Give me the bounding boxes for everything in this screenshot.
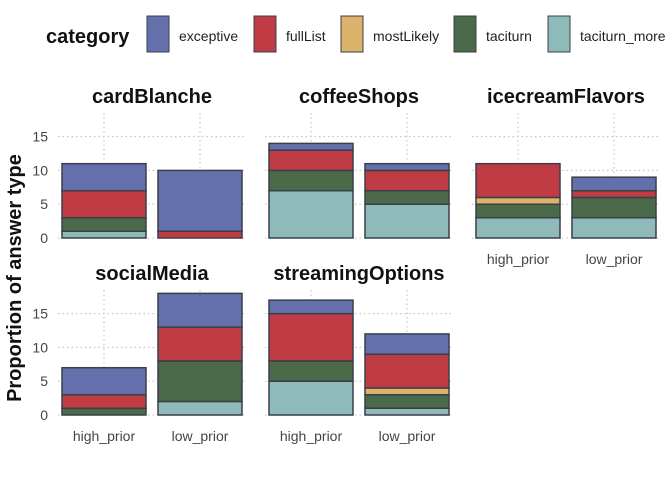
- bar-coffee-shops-high-prior-taciturn: [268, 169, 354, 192]
- bar-coffee-shops-low-prior-exceptive: [364, 162, 450, 172]
- legend-label-full-list: fullList: [286, 28, 326, 44]
- bar-social-media-low-prior-full-list: [157, 326, 243, 362]
- y-axis-title: Proportion of answer type: [4, 154, 26, 402]
- y-tick-label: 15: [32, 306, 48, 322]
- bar-icecream-flavors-high-prior-taciturn-more: [475, 216, 561, 239]
- bar-streaming-options-high-prior-full-list: [268, 312, 354, 362]
- legend-label-exceptive: exceptive: [179, 28, 238, 44]
- facet-panel-social-media: socialMedia 0 5 10 15 high_prior low_prior: [32, 263, 246, 444]
- x-tick-label: high_prior: [280, 428, 343, 444]
- bar-icecream-flavors-low-prior-taciturn: [571, 196, 657, 219]
- legend-label-most-likely: mostLikely: [373, 28, 439, 44]
- bar-streaming-options-high-prior-exceptive: [268, 299, 354, 315]
- bar-card-blanche-low-prior-exceptive: [157, 169, 243, 232]
- facet-title-card-blanche: cardBlanche: [92, 86, 212, 108]
- facet-panel-coffee-shops: coffeeShops: [265, 86, 453, 239]
- facet-title-coffee-shops: coffeeShops: [299, 86, 419, 108]
- bar-coffee-shops-high-prior-exceptive: [268, 142, 354, 151]
- bar-streaming-options-low-prior-most-likely: [364, 387, 450, 396]
- x-tick-label: high_prior: [487, 251, 550, 267]
- bar-social-media-high-prior-taciturn: [61, 407, 147, 416]
- bar-streaming-options-low-prior-exceptive: [364, 333, 450, 355]
- facet-panel-streaming-options: streamingOptions high_prior low_prior: [265, 263, 453, 444]
- x-tick-label: low_prior: [379, 428, 436, 444]
- bar-streaming-options-high-prior-taciturn: [268, 360, 354, 382]
- y-tick-label: 10: [32, 339, 48, 355]
- bar-icecream-flavors-high-prior-full-list: [475, 162, 561, 199]
- x-tick-label: low_prior: [172, 428, 229, 444]
- legend-title: category: [46, 26, 130, 48]
- facet-panel-icecream-flavors: icecreamFlavors high_prior low_prior: [472, 86, 660, 267]
- legend-label-taciturn-more: taciturn_more: [580, 28, 666, 44]
- bar-icecream-flavors-low-prior-exceptive: [571, 176, 657, 192]
- bar-card-blanche-high-prior-taciturn-more: [61, 230, 147, 239]
- x-tick-label: high_prior: [73, 428, 136, 444]
- facet-title-social-media: socialMedia: [95, 263, 209, 285]
- legend-swatch-taciturn-more: [547, 15, 571, 53]
- bar-streaming-options-low-prior-full-list: [364, 353, 450, 389]
- y-tick-label: 5: [40, 373, 48, 389]
- bar-coffee-shops-low-prior-taciturn-more: [364, 203, 450, 239]
- legend: category exceptive fullList mostLikely taci…: [46, 15, 666, 53]
- bar-card-blanche-low-prior-full-list: [157, 230, 243, 239]
- bar-social-media-high-prior-full-list: [61, 393, 147, 409]
- bar-coffee-shops-low-prior-full-list: [364, 169, 450, 192]
- bar-icecream-flavors-high-prior-most-likely: [475, 196, 561, 205]
- bar-icecream-flavors-low-prior-taciturn-more: [571, 216, 657, 239]
- bar-coffee-shops-low-prior-taciturn: [364, 189, 450, 205]
- x-tick-label: low_prior: [586, 251, 643, 267]
- facet-title-icecream-flavors: icecreamFlavors: [487, 86, 645, 108]
- y-tick-label: 0: [40, 407, 48, 423]
- bar-social-media-high-prior-exceptive: [61, 366, 147, 396]
- bar-social-media-low-prior-exceptive: [157, 292, 243, 328]
- y-tick-label: 0: [40, 230, 48, 246]
- facet-panel-card-blanche: cardBlanche 0 5 10 15: [32, 86, 246, 246]
- y-tick-label: 15: [32, 129, 48, 145]
- bar-card-blanche-high-prior-exceptive: [61, 162, 147, 192]
- legend-swatch-most-likely: [340, 15, 364, 53]
- bar-icecream-flavors-high-prior-taciturn: [475, 203, 561, 219]
- bar-card-blanche-high-prior-taciturn: [61, 216, 147, 232]
- legend-swatch-full-list: [253, 15, 277, 53]
- legend-label-taciturn: taciturn: [486, 28, 532, 44]
- bar-streaming-options-low-prior-taciturn-more: [364, 407, 450, 416]
- y-tick-label: 10: [32, 162, 48, 178]
- bar-streaming-options-high-prior-taciturn-more: [268, 380, 354, 416]
- legend-swatch-taciturn: [453, 15, 477, 53]
- bar-social-media-low-prior-taciturn-more: [157, 400, 243, 416]
- bar-card-blanche-high-prior-full-list: [61, 189, 147, 219]
- bar-coffee-shops-high-prior-taciturn-more: [268, 189, 354, 239]
- bar-icecream-flavors-low-prior-full-list: [571, 189, 657, 199]
- bar-coffee-shops-high-prior-full-list: [268, 149, 354, 172]
- facet-title-streaming-options: streamingOptions: [273, 263, 444, 285]
- bar-streaming-options-low-prior-taciturn: [364, 393, 450, 409]
- legend-swatch-exceptive: [146, 15, 170, 53]
- bar-social-media-low-prior-taciturn: [157, 360, 243, 403]
- y-tick-label: 5: [40, 196, 48, 212]
